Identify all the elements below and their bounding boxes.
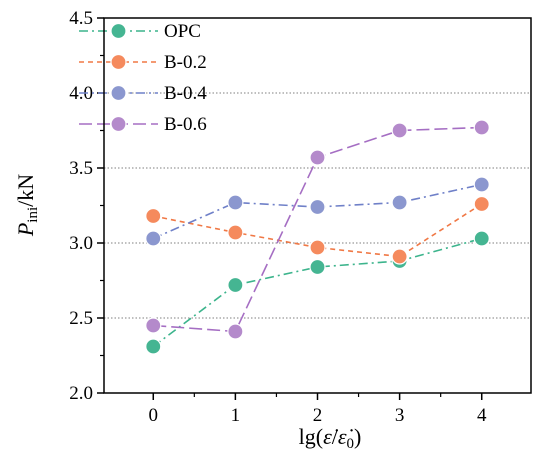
- legend-marker: [110, 22, 127, 40]
- y-axis-ticks: 2.02.53.03.54.04.5: [69, 8, 104, 404]
- legend-marker: [110, 84, 127, 102]
- plot-frame: [103, 17, 532, 394]
- data-point: [227, 323, 244, 340]
- data-point: [145, 317, 162, 334]
- y-tick-label: 3.0: [69, 233, 93, 254]
- legend-label: B-0.6: [164, 114, 207, 135]
- y-axis-label: Pini/kN: [13, 174, 41, 237]
- y-tick-label: 3.5: [69, 158, 93, 179]
- data-point: [473, 176, 490, 193]
- data-point: [227, 224, 244, 241]
- series: [145, 119, 490, 355]
- data-point: [145, 338, 162, 355]
- data-point: [391, 248, 408, 265]
- data-point: [473, 195, 490, 213]
- legend: OPC B-0.2 B-0.4 B-0.6: [79, 21, 207, 135]
- data-point: [309, 149, 326, 166]
- data-point: [391, 194, 408, 211]
- data-point: [473, 230, 490, 247]
- data-point: [309, 239, 326, 256]
- legend-marker: [110, 53, 127, 71]
- data-point: [145, 207, 162, 225]
- legend-marker: [110, 115, 127, 133]
- x-tick-label: 0: [149, 405, 159, 426]
- data-point: [309, 198, 326, 216]
- y-tick-label: 2.5: [69, 308, 93, 329]
- data-point: [227, 194, 244, 211]
- y-tick-label: 4.5: [69, 8, 93, 29]
- x-tick-label: 1: [231, 405, 241, 426]
- data-point: [391, 122, 408, 139]
- data-point: [145, 230, 162, 247]
- x-tick-label: 4: [477, 405, 487, 426]
- legend-label: OPC: [164, 21, 201, 42]
- legend-label: B-0.4: [164, 83, 207, 104]
- series-line: [153, 203, 483, 258]
- data-point: [309, 258, 326, 276]
- x-axis-ticks: 0 1 2 3 4: [149, 393, 487, 426]
- data-point: [227, 276, 244, 294]
- legend-label: B-0.2: [164, 52, 207, 73]
- data-point: [473, 119, 490, 136]
- y-tick-label: 2.0: [69, 383, 93, 404]
- x-tick-label: 3: [395, 405, 405, 426]
- x-axis-label: lg(ε̇/ε̇0): [299, 424, 362, 452]
- x-tick-label: 2: [313, 405, 323, 426]
